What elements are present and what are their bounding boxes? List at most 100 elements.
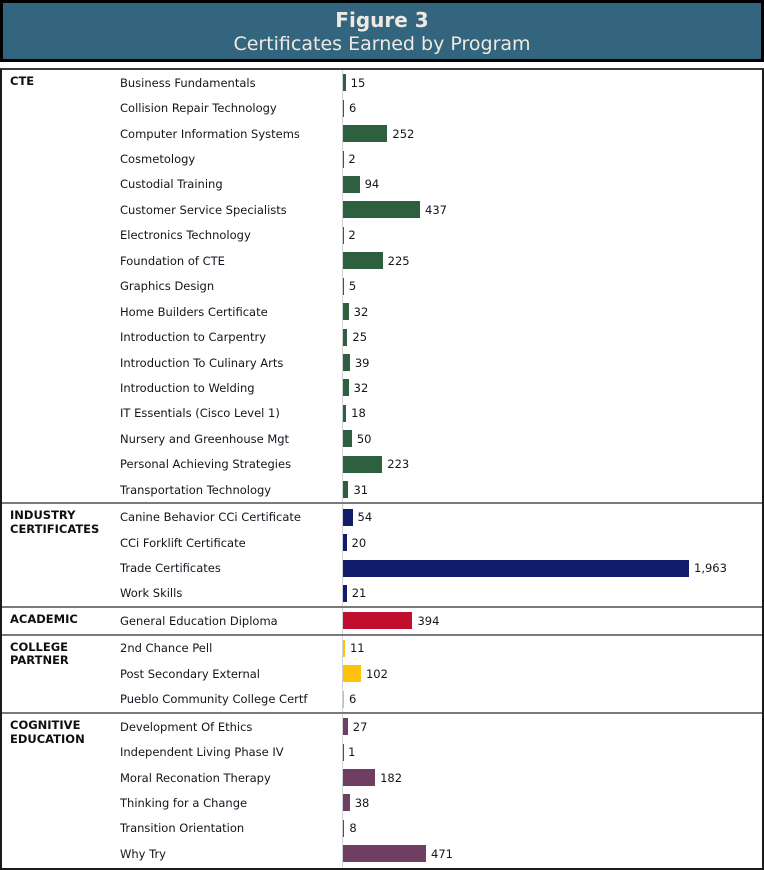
bar-home-builders-certificate (343, 303, 349, 321)
bar-pueblo-community-college-certf (343, 690, 345, 708)
program-label: Introduction to Welding (120, 380, 255, 395)
bar-value-label: 437 (425, 202, 447, 217)
bar-cell: 31 (342, 477, 762, 503)
group-rows-cte: Business Fundamentals 15 Collision Repair … (120, 70, 762, 503)
section-cte: CTE Business Fundamentals 15 Collision Repa… (2, 70, 762, 503)
bar-value-label: 471 (431, 846, 453, 861)
bar-graphics-design (343, 277, 344, 295)
program-label: General Education Diploma (120, 613, 278, 628)
bar-row-electronics-technology: Electronics Technology 2 (120, 222, 762, 249)
group-label-cognitive-education: COGNITIVE EDUCATION (10, 717, 85, 746)
bar-row-home-builders-certificate: Home Builders Certificate 32 (120, 298, 762, 325)
group-rows-college-partner: 2nd Chance Pell 11 Post Secondary External… (120, 635, 762, 712)
bar-row-general-education-diploma: General Education Diploma 394 (120, 608, 762, 634)
bar-value-label: 94 (364, 177, 380, 192)
bar-value-label: 2 (348, 228, 356, 243)
bar-row-foundation-of-cte: Foundation of CTE 225 (120, 248, 762, 274)
bar-value-label: 2 (348, 152, 356, 167)
program-label: Development Of Ethics (120, 719, 253, 734)
bar-custodial-training (343, 175, 360, 193)
program-label: Personal Achieving Strategies (120, 457, 292, 472)
bar-row-thinking-for-a-change: Thinking for a Change 38 (120, 790, 762, 816)
section-college-partner: COLLEGE PARTNER 2nd Chance Pell 11 Post Sec… (2, 633, 762, 712)
bar-cell: 225 (342, 248, 762, 274)
program-label: Independent Living Phase IV (120, 745, 284, 760)
program-label: Foundation of CTE (120, 253, 225, 268)
bar-development-of-ethics (343, 718, 348, 736)
bar-value-label: 27 (352, 719, 368, 734)
bar-chart: CTE Business Fundamentals 15 Collision Repa… (0, 68, 764, 870)
group-rows-cognitive-education: Development Of Ethics 27 Independent Livin… (120, 713, 762, 867)
bar-cell: 1,963 (342, 555, 762, 581)
bar-row-graphics-design: Graphics Design 5 (120, 273, 762, 299)
bar-cell: 223 (342, 451, 762, 477)
program-label: Introduction To Culinary Arts (120, 355, 284, 370)
bar-cell: 32 (342, 298, 762, 325)
bar-cell: 394 (342, 608, 762, 634)
bar-transition-orientation (343, 819, 345, 837)
bar-value-label: 252 (392, 126, 415, 141)
group-label-industry-certificates: INDUSTRY CERTIFICATES (10, 508, 100, 537)
bar-value-label: 394 (417, 613, 440, 628)
bar-cell: 182 (342, 764, 762, 791)
bar-row-pueblo-community-college-certf: Pueblo Community College Certf 6 (120, 686, 762, 712)
bar-value-label: 5 (348, 279, 357, 294)
bar-general-education-diploma (343, 612, 413, 630)
section-cognitive-education: COGNITIVE EDUCATION Development Of Ethics… (2, 711, 762, 867)
bar-computer-information-systems (343, 125, 388, 143)
bar-row-transportation-technology: Transportation Technology 31 (120, 477, 762, 503)
bar-collision-repair-technology (343, 99, 345, 117)
section-academic: ACADEMIC General Education Diploma 394 (2, 606, 762, 634)
bar-transportation-technology (343, 481, 349, 499)
program-label: Custodial Training (120, 177, 223, 192)
bar-cell: 25 (342, 324, 762, 350)
bar-business-fundamentals (343, 74, 346, 92)
bar-row-why-try: Why Try 471 (120, 841, 762, 867)
section-industry-certificates: INDUSTRY CERTIFICATES Canine Behavior CCi… (2, 502, 762, 607)
bar-value-label: 21 (351, 586, 367, 601)
bar-thinking-for-a-change (343, 794, 350, 812)
bar-cell: 437 (342, 197, 762, 223)
bar-cell: 5 (342, 273, 762, 299)
bar-row-collision-repair-technology: Collision Repair Technology 6 (120, 95, 762, 121)
bar-cell: 39 (342, 349, 762, 376)
program-label: Why Try (120, 846, 166, 861)
program-label: Home Builders Certificate (120, 304, 268, 319)
program-label: Post Secondary External (120, 666, 260, 681)
bar-value-label: 225 (387, 253, 410, 268)
bar-foundation-of-cte (343, 252, 383, 270)
bar-row-computer-information-systems: Computer Information Systems 252 (120, 120, 762, 147)
bar-post-secondary-external (343, 665, 361, 683)
bar-canine-behavior-cci-certificate (343, 508, 353, 526)
program-label: Transition Orientation (120, 821, 245, 836)
bar-row-introduction-to-welding: Introduction to Welding 32 (120, 375, 762, 401)
bar-value-label: 18 (351, 406, 366, 421)
bar-cell: 21 (342, 580, 762, 607)
bar-introduction-to-culinary-arts (343, 354, 350, 372)
bar-moral-reconation-therapy (343, 769, 376, 787)
figure-header: Figure 3 Certificates Earned by Program (0, 0, 764, 62)
bar-row-cosmetology: Cosmetology 2 (120, 146, 762, 172)
program-label: Trade Certificates (120, 561, 221, 576)
bar-cell: 54 (342, 504, 762, 530)
program-label: Electronics Technology (120, 228, 251, 243)
group-label-cte: CTE (10, 74, 35, 88)
bar-value-label: 11 (349, 641, 365, 656)
group-label-academic: ACADEMIC (10, 612, 78, 627)
bar-cell: 18 (342, 400, 762, 427)
bar-customer-service-specialists (343, 201, 421, 219)
program-label: 2nd Chance Pell (120, 641, 213, 656)
program-label: Transportation Technology (120, 482, 272, 497)
bar-value-label: 182 (380, 770, 403, 785)
bar-row-work-skills: Work Skills 21 (120, 580, 762, 607)
bar-cell: 2 (342, 222, 762, 249)
bar-row-it-essentials-cisco-level-1: IT Essentials (Cisco Level 1) 18 (120, 400, 762, 427)
bar-introduction-to-carpentry (343, 328, 348, 346)
bar-row-business-fundamentals: Business Fundamentals 15 (120, 70, 762, 96)
bar-row-trade-certificates: Trade Certificates 1,963 (120, 555, 762, 581)
bar-personal-achieving-strategies (343, 455, 383, 473)
bar-row-canine-behavior-cci-certificate: Canine Behavior CCi Certificate 54 (120, 504, 762, 530)
bar-value-label: 25 (352, 330, 368, 345)
bar-cell: 11 (342, 635, 762, 662)
